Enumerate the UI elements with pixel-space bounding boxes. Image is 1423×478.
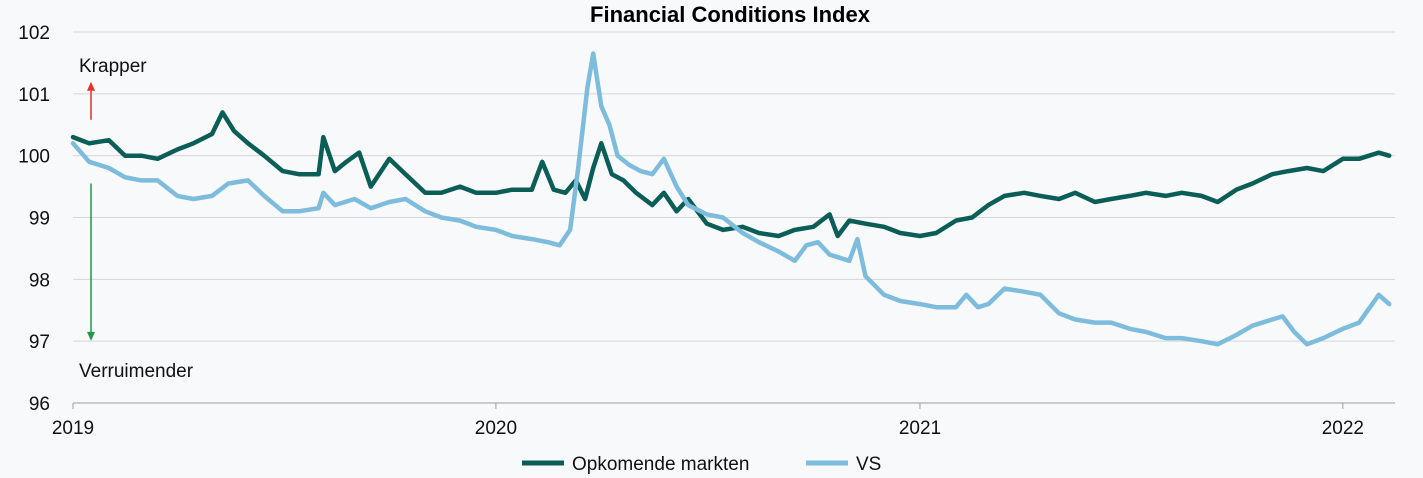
x-tick-label: 2020 — [475, 418, 517, 439]
y-tick-label: 98 — [29, 270, 50, 291]
y-tick-label: 102 — [18, 23, 50, 44]
annotation-looser: Verruimender — [79, 361, 194, 382]
series-line-1 — [70, 51, 1392, 347]
legend: Opkomende markten VS — [522, 454, 881, 475]
legend-label-0: Opkomende markten — [572, 454, 749, 475]
legend-label-1: VS — [856, 454, 881, 475]
arrow-down-head — [87, 331, 95, 341]
x-tick-label: 2022 — [1322, 418, 1364, 439]
chart-title: Financial Conditions Index — [590, 2, 871, 27]
annotation-tighter: Krapper — [79, 56, 147, 77]
axes: 96 97 98 99 100 101 102 2019 2020 2021 2022 — [18, 23, 1395, 439]
annotations: Krapper Verruimender — [79, 56, 194, 382]
x-tick-label: 2021 — [899, 418, 941, 439]
arrow-up-head — [87, 81, 95, 91]
y-tick-label: 101 — [18, 85, 50, 106]
x-tick-label: 2019 — [52, 418, 94, 439]
y-tick-label: 97 — [29, 332, 50, 353]
series-line-0 — [70, 110, 1392, 239]
grid — [73, 31, 1395, 404]
series-layer — [70, 51, 1392, 347]
y-tick-label: 96 — [29, 394, 50, 415]
y-tick-label: 99 — [29, 209, 50, 230]
y-tick-label: 100 — [18, 147, 50, 168]
